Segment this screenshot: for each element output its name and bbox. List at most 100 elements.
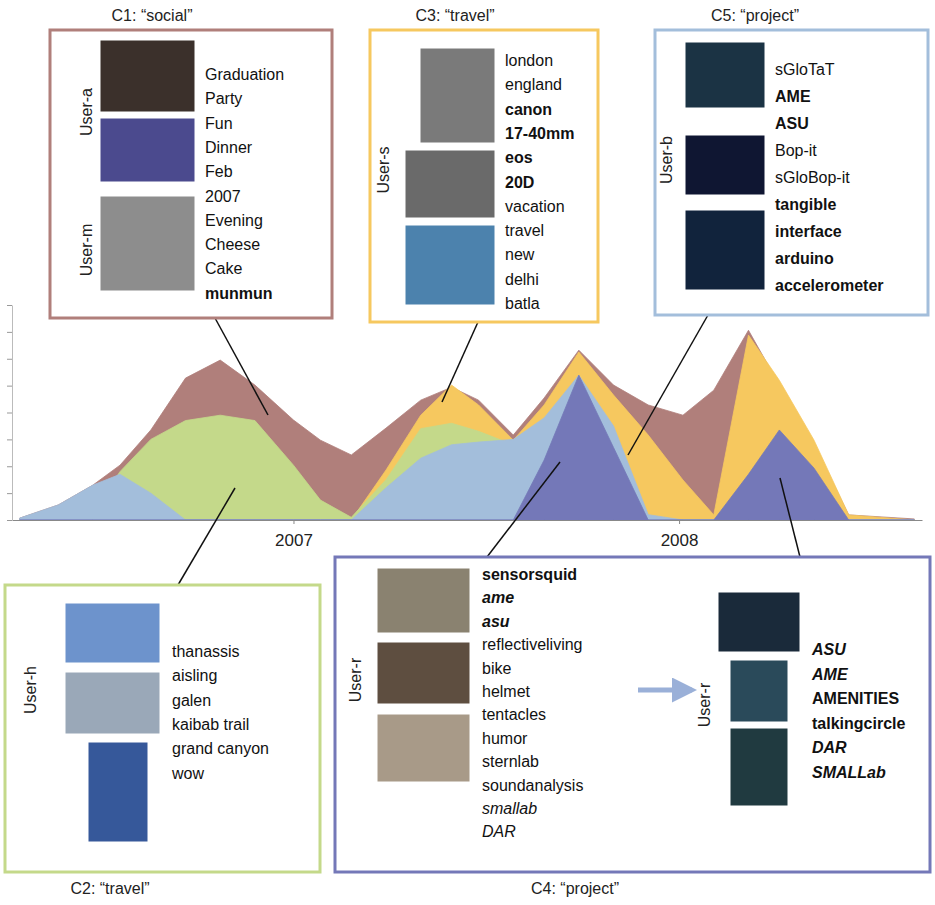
arrow xyxy=(638,688,692,693)
photo-placeholder xyxy=(685,135,765,195)
leader-line xyxy=(215,318,268,415)
photo-placeholder xyxy=(65,672,160,734)
plot-area xyxy=(20,330,915,520)
tick-mark xyxy=(7,359,12,360)
tick-mark xyxy=(7,439,12,440)
tag-label: AMENITIES xyxy=(812,690,899,707)
photo-placeholder xyxy=(405,225,495,305)
tag-label: ASU xyxy=(811,641,846,658)
tick xyxy=(7,332,12,333)
leader-line xyxy=(442,322,478,402)
tag-label: 20D xyxy=(505,174,534,191)
photo-placeholder xyxy=(100,118,195,182)
tick xyxy=(7,520,12,521)
tag-label: Party xyxy=(205,90,242,107)
tag-label: reflectiveliving xyxy=(482,636,582,653)
tag-label: sGloBop-it xyxy=(775,169,850,186)
user-label: User-m xyxy=(78,224,95,276)
tag-label: batla xyxy=(505,295,540,312)
tag-label: sGloTaT xyxy=(775,61,835,78)
photo-placeholder xyxy=(685,42,765,108)
tag-label: sternlab xyxy=(482,753,539,770)
user-label: User-h xyxy=(22,666,39,714)
annotation-box xyxy=(655,30,928,315)
annotation-box xyxy=(5,585,320,872)
tick-mark xyxy=(293,520,294,524)
annotation-box xyxy=(335,557,930,872)
annotation-title: C2: “travel” xyxy=(70,880,149,897)
tag-label: sensorsquid xyxy=(482,566,577,583)
tag-label: kaibab trail xyxy=(172,716,249,733)
y-axis xyxy=(7,306,13,521)
x-axis: 2007 2008 xyxy=(13,520,923,550)
user-label: User-b xyxy=(658,136,675,184)
photo-placeholder xyxy=(377,714,470,782)
tag-label: bike xyxy=(482,660,511,677)
tick xyxy=(7,305,12,306)
cluster-annotation: C1: “social”User-aGraduationPartyFunDinn… xyxy=(50,7,332,415)
leader-line xyxy=(780,478,800,557)
leader-line xyxy=(178,488,235,585)
user-label: User-r xyxy=(347,657,364,702)
tag-label: humor xyxy=(482,730,528,747)
tag-label: smallab xyxy=(482,800,537,817)
tick-mark xyxy=(7,332,12,333)
photo-placeholder xyxy=(730,728,788,806)
tag-label: 2007 xyxy=(205,188,241,205)
photo-placeholder xyxy=(377,568,470,633)
tick-mark xyxy=(7,413,12,414)
photo-placeholder xyxy=(377,642,470,704)
cluster-annotation: C4: “project”User-rsensorsquidameasurefl… xyxy=(335,462,930,897)
tag-label: Fun xyxy=(205,115,233,132)
annotations: C1: “social”User-aGraduationPartyFunDinn… xyxy=(5,7,930,897)
leader-line xyxy=(487,462,560,557)
photo-placeholder xyxy=(100,196,195,291)
tag-label: DAR xyxy=(482,823,516,840)
tag-label: soundanalysis xyxy=(482,777,583,794)
area xyxy=(20,375,915,520)
tag-label: Cheese xyxy=(205,236,260,253)
tick xyxy=(7,493,12,494)
area xyxy=(20,375,915,520)
tag-label: london xyxy=(505,52,553,69)
tag-label: england xyxy=(505,76,562,93)
cluster-annotation: C2: “travel”User-hthanassisaislinggalenk… xyxy=(5,488,320,897)
tag-label: Evening xyxy=(205,212,263,229)
user-label: User-s xyxy=(375,146,392,193)
user-label: User-a xyxy=(78,88,95,136)
tag-label: aisling xyxy=(172,667,217,684)
tag-label: asu xyxy=(482,613,510,630)
tick xyxy=(7,359,12,360)
tag-label: tangible xyxy=(775,196,836,213)
tag-label: canon xyxy=(505,101,552,118)
annotation-box xyxy=(370,30,598,322)
area xyxy=(20,335,915,520)
tag-label: new xyxy=(505,246,535,263)
tag-label: vacation xyxy=(505,198,565,215)
cluster-annotation: C3: “travel” User-s london england canon 17-4… xyxy=(370,7,598,402)
tick-label: 2008 xyxy=(661,531,699,550)
tick-label: 2007 xyxy=(275,531,313,550)
tag-label: talkingcircle xyxy=(812,715,905,732)
tick-mark xyxy=(7,493,12,494)
tag-label: AME xyxy=(811,666,849,683)
area xyxy=(20,330,915,520)
tag-label: Cake xyxy=(205,260,242,277)
axis-line xyxy=(13,520,923,521)
tag-label: ASU xyxy=(775,115,809,132)
tag-label: delhi xyxy=(505,271,539,288)
tag-label: DAR xyxy=(812,739,847,756)
tag-label: travel xyxy=(505,222,544,239)
tag-label: accelerometer xyxy=(775,277,884,294)
photo-placeholder xyxy=(730,660,788,722)
cluster-annotation: C5: “project”User-bsGloTaTAMEASUBop-itsG… xyxy=(628,7,928,455)
tag-label: helmet xyxy=(482,683,531,700)
tag-label: Feb xyxy=(205,163,233,180)
tag-label: thanassis xyxy=(172,643,240,660)
tag-label: 17-40mm xyxy=(505,125,574,142)
tag-label: grand canyon xyxy=(172,740,269,757)
tick: 2007 xyxy=(275,520,313,550)
tag-label: wow xyxy=(171,765,204,782)
tag-label: SMALLab xyxy=(812,764,886,781)
annotation-title: C3: “travel” xyxy=(415,7,494,24)
